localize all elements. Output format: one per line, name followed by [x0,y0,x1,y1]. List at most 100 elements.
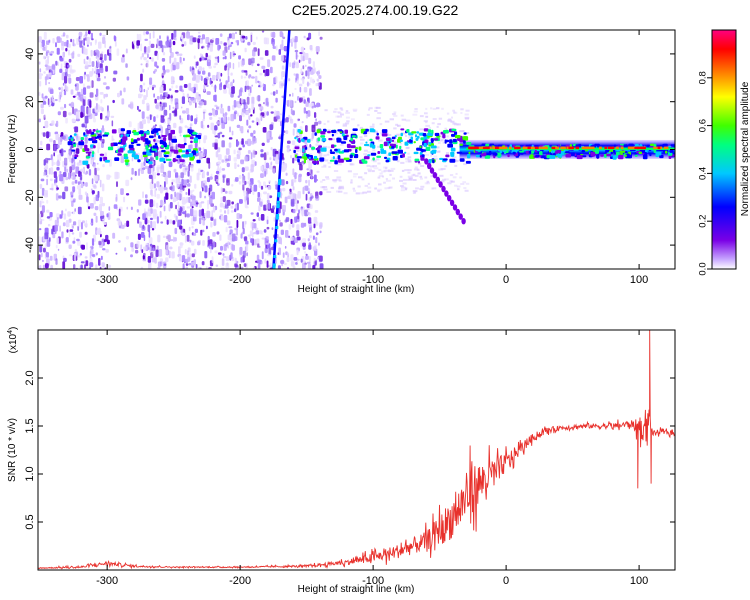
noise-speckle [115,196,118,202]
noise-speckle [153,200,156,207]
noise-speckle [68,254,72,257]
noise-speckle [183,135,187,143]
noise-speckle [90,188,93,191]
noise-speckle [405,135,408,137]
noise-speckle [256,122,259,126]
snr-x-label: Height of straight line (km) [298,584,415,595]
noise-speckle [215,110,218,116]
noise-speckle [230,252,233,260]
noise-speckle [199,217,202,225]
noise-speckle [57,268,60,269]
carrier-peak [538,146,541,150]
y-tick-label: 0 [24,146,36,152]
noise-speckle [73,253,77,261]
noise-speckle [161,44,164,53]
noise-speckle [234,257,237,264]
carrier-peak [604,146,607,150]
noise-speckle [350,181,353,184]
noise-speckle [171,181,174,185]
noise-speckle [49,187,54,190]
noise-speckle [203,100,207,106]
noise-speckle [199,57,202,62]
noise-speckle [327,129,331,132]
carrier-blob [190,140,193,144]
noise-speckle [292,193,296,201]
noise-speckle [385,178,388,180]
noise-speckle [188,226,191,232]
noise-speckle [173,168,177,173]
noise-speckle [275,110,280,117]
descending-trace-point [441,185,446,193]
spectrogram-x-ticks: -300 -200 -100 0 100 [96,30,648,286]
noise-speckle [167,170,171,178]
noise-speckle [275,89,278,95]
noise-speckle [186,31,190,39]
noise-speckle [449,180,453,183]
noise-speckle [436,146,440,149]
noise-speckle [289,118,294,124]
noise-speckle [146,104,150,111]
noise-speckle [163,45,168,49]
noise-speckle [140,232,145,238]
noise-speckle [333,170,339,172]
noise-speckle [204,195,207,199]
noise-speckle [104,54,107,61]
noise-speckle [56,47,60,55]
noise-speckle [46,216,51,219]
noise-speckle [165,176,168,185]
noise-speckle [120,155,124,164]
noise-speckle [333,110,337,113]
noise-speckle [300,148,302,153]
noise-speckle [227,40,230,46]
noise-speckle [209,197,213,205]
noise-speckle [162,95,166,100]
noise-speckle [277,265,281,269]
noise-speckle [68,244,72,249]
carrier-blob [94,136,98,139]
noise-speckle [140,43,143,52]
noise-speckle [229,61,231,68]
carrier-blob [314,132,317,136]
noise-speckle [143,95,147,100]
noise-speckle [395,123,398,126]
noise-speckle [419,188,424,191]
noise-speckle [301,121,304,124]
noise-speckle [157,266,161,269]
noise-speckle [456,123,461,126]
noise-speckle [51,64,56,70]
noise-speckle [133,40,136,44]
noise-speckle [102,248,106,251]
noise-speckle [96,167,100,171]
noise-speckle [60,63,63,70]
noise-speckle [333,180,337,183]
noise-speckle [300,222,305,228]
noise-speckle [404,169,409,172]
noise-speckle [260,165,263,171]
noise-speckle [65,176,68,181]
noise-speckle [251,222,254,228]
noise-speckle [238,61,240,68]
carrier-blob [185,134,191,138]
noise-speckle [143,246,147,251]
noise-speckle [267,59,271,68]
noise-speckle [266,260,269,268]
x-tick-label: -200 [229,274,251,286]
noise-speckle [196,61,199,66]
noise-speckle [357,185,361,188]
noise-speckle [414,174,419,177]
noise-speckle [216,231,220,235]
noise-speckle [200,120,204,129]
noise-speckle [191,226,194,229]
noise-speckle [233,157,237,162]
carrier-blob [296,156,302,159]
noise-speckle [128,121,132,128]
noise-speckle [98,240,102,246]
noise-speckle [43,247,46,253]
noise-speckle [90,49,93,57]
noise-speckle [225,262,230,269]
noise-speckle [280,55,284,62]
noise-speckle [263,152,267,161]
noise-speckle [168,250,171,259]
noise-speckle [197,31,201,34]
noise-speckle [291,41,293,47]
